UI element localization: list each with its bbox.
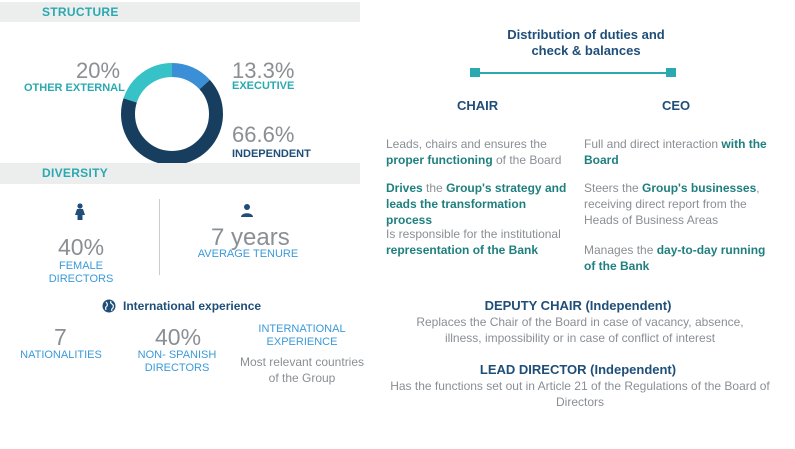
ceo-duty-2-text-c: , receiving direct report from the Heads…	[584, 181, 760, 227]
duties-title-line2: check & balances	[531, 43, 641, 58]
independent-value: 66.6%	[232, 122, 295, 147]
balance-bar	[470, 72, 676, 74]
chair-duty-2: Drives the Group's strategy and leads th…	[386, 180, 570, 228]
independent-label: INDEPENDENT	[232, 148, 311, 160]
international-experience-title: International experience	[123, 299, 262, 313]
nationalities-value: 7	[54, 324, 67, 350]
non-spanish-label: NON- SPANISH DIRECTORS	[134, 349, 220, 375]
non-spanish-line1: NON- SPANISH	[137, 349, 217, 361]
nationalities-label: NATIONALITIES	[20, 349, 102, 361]
duties-title: Distribution of duties and check & balan…	[468, 27, 704, 59]
chair-duty-1-text-b: proper functioning	[386, 153, 493, 167]
international-experience-label: INTERNATIONAL EXPERIENCE	[248, 323, 356, 349]
non-spanish-line2: DIRECTORS	[144, 362, 210, 374]
structure-title: STRUCTURE	[42, 5, 119, 19]
chair-duty-3-text-a: Is responsible for the institutional	[386, 227, 561, 241]
deputy-chair-desc: Replaces the Chair of the Board in case …	[416, 315, 744, 345]
female-label-line2: DIRECTORS	[48, 273, 114, 285]
intl-desc-line2: of the Group	[268, 371, 336, 385]
lead-director-heading: LEAD DIRECTOR (Independent)	[479, 362, 677, 377]
ceo-duty-2-text-a: Steers the	[584, 181, 643, 195]
board-composition-donut	[121, 63, 223, 165]
donut-slice-other-external	[121, 63, 223, 165]
other-external-label: OTHER EXTERNAL	[24, 82, 125, 94]
balance-right-cap	[666, 68, 676, 77]
ceo-duty-1-text-a: Full and direct interaction	[584, 137, 722, 151]
chair-duty-3-text-b: representation of the Bank	[386, 243, 539, 257]
intl-exp-line1: INTERNATIONAL	[258, 323, 346, 335]
chair-duty-2-text-a: Drives	[386, 181, 423, 195]
person-icon	[241, 204, 253, 217]
lead-director-desc: Has the functions set out in Article 21 …	[390, 379, 770, 409]
intl-exp-line2: EXPERIENCE	[266, 336, 338, 348]
deputy-chair-heading: DEPUTY CHAIR (Independent)	[484, 298, 672, 313]
ceo-duty-2: Steers the Group's businesses, receiving…	[584, 180, 764, 228]
other-external-value: 20%	[76, 58, 121, 83]
female-directors-label: FEMALE DIRECTORS	[48, 260, 114, 286]
chair-duty-1: Leads, chairs and ensures the proper fun…	[386, 136, 566, 168]
diversity-band: DIVERSITY	[0, 163, 360, 184]
female-label-line1: FEMALE	[58, 260, 103, 272]
chair-duty-3: Is responsible for the institutional rep…	[386, 226, 570, 258]
structure-band: STRUCTURE	[0, 2, 360, 22]
average-tenure-value: 7 years	[211, 224, 290, 251]
chair-duty-2-text-b: the	[422, 181, 447, 195]
ceo-duty-3: Manages the day-to-day running of the Ba…	[584, 242, 768, 274]
ceo-duty-1-text-b: with the Board	[584, 137, 767, 167]
ceo-duty-3-text-a: Manages the	[584, 243, 657, 257]
executive-value: 13.3%	[232, 58, 295, 83]
female-directors-value: 40%	[58, 234, 105, 260]
ceo-duty-1: Full and direct interaction with the Boa…	[584, 136, 768, 168]
ceo-duty-3-text-b: day-to-day running of the Bank	[584, 243, 766, 273]
diversity-divider	[159, 199, 160, 275]
duties-title-line1: Distribution of duties and	[507, 27, 665, 42]
executive-label: EXECUTIVE	[232, 80, 295, 92]
international-experience-desc: Most relevant countries of the Group	[232, 354, 372, 386]
balance-left-cap	[470, 68, 480, 77]
average-tenure-label: AVERAGE TENURE	[197, 248, 299, 260]
non-spanish-value: 40%	[155, 324, 202, 350]
chair-heading: CHAIR	[457, 98, 499, 113]
globe-icon	[102, 299, 116, 313]
donut-slice-independent	[121, 63, 223, 165]
female-person-icon	[75, 203, 85, 220]
ceo-heading: CEO	[662, 98, 691, 113]
diversity-title: DIVERSITY	[42, 166, 109, 180]
chair-duty-2-text-c: Group's strategy and leads the transform…	[386, 181, 567, 227]
intl-desc-line1: Most relevant countries	[239, 355, 365, 369]
chair-duty-1-text-a: Leads, chairs and ensures the	[386, 137, 547, 151]
ceo-duty-2-text-b: Group's businesses	[642, 181, 757, 195]
chair-duty-1-text-c: of the Board	[492, 153, 562, 167]
